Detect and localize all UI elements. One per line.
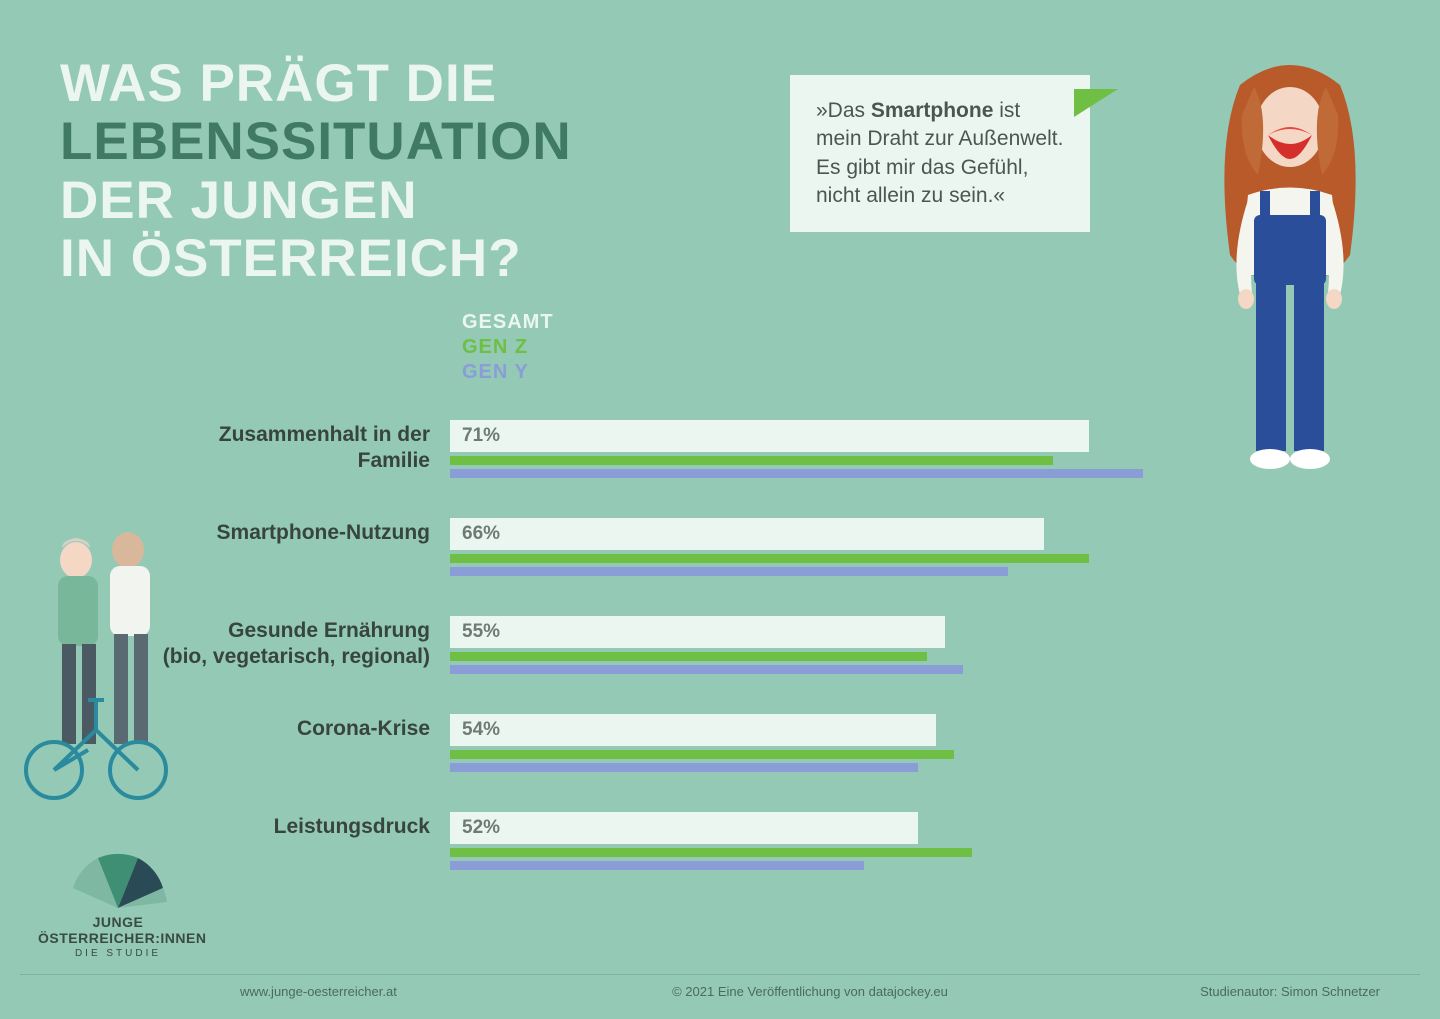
bar-gesamt: 52% — [450, 812, 918, 844]
page-title: WAS PRÄGT DIE LEBENSSITUATION DER JUNGEN… — [60, 55, 572, 288]
chart-row-bars: 54% — [450, 714, 1350, 772]
character-girl-illustration — [1200, 55, 1380, 485]
bar-geny — [450, 861, 864, 870]
legend-genz: GEN Z — [462, 335, 554, 360]
title-line-3: DER JUNGEN — [60, 172, 572, 230]
footer-copyright: © 2021 Eine Veröffentlichung von datajoc… — [620, 984, 1000, 999]
chart-legend: GESAMT GEN Z GEN Y — [462, 310, 554, 385]
footer-url: www.junge-oesterreicher.at — [240, 984, 620, 999]
bar-gesamt: 66% — [450, 518, 1044, 550]
bar-geny — [450, 665, 963, 674]
bar-gesamt-value: 66% — [462, 523, 500, 545]
title-line-1: WAS PRÄGT DIE — [60, 55, 572, 113]
logo: JUNGE ÖSTERREICHER:INNEN DIE STUDIE — [38, 848, 198, 959]
chart-row-bars: 55% — [450, 616, 1350, 674]
bar-genz — [450, 848, 972, 857]
quote-bold: Smartphone — [871, 99, 994, 122]
chart-row: Zusammenhalt in der Familie 71% — [150, 420, 1350, 478]
logo-line-1: JUNGE — [38, 914, 198, 930]
quote-box: »Das Smartphone ist mein Draht zur Außen… — [790, 75, 1090, 232]
logo-line-2: ÖSTERREICHER:INNEN — [38, 930, 198, 946]
bar-gesamt: 55% — [450, 616, 945, 648]
character-bike-illustration — [18, 520, 198, 820]
bar-gesamt: 71% — [450, 420, 1089, 452]
bar-geny — [450, 763, 918, 772]
bar-chart: Zusammenhalt in der Familie 71% Smartphone… — [150, 420, 1350, 910]
logo-fan-icon — [63, 848, 173, 908]
footer: www.junge-oesterreicher.at © 2021 Eine V… — [0, 984, 1440, 999]
chart-row: Smartphone-Nutzung66% — [150, 518, 1350, 576]
bar-genz — [450, 750, 954, 759]
bar-geny — [450, 469, 1143, 478]
title-line-2: LEBENSSITUATION — [60, 113, 572, 171]
chart-row-label: Zusammenhalt in der Familie — [150, 420, 450, 475]
bar-gesamt-value: 55% — [462, 621, 500, 643]
chart-row: Leistungsdruck52% — [150, 812, 1350, 870]
footer-author: Studienautor: Simon Schnetzer — [1000, 984, 1380, 999]
chart-row-bars: 52% — [450, 812, 1350, 870]
logo-line-3: DIE STUDIE — [38, 948, 198, 959]
bar-genz — [450, 554, 1089, 563]
bar-gesamt-value: 52% — [462, 817, 500, 839]
quote-prefix: »Das — [816, 99, 871, 122]
bar-genz — [450, 456, 1053, 465]
chart-row: Gesunde Ernährung(bio, vegetarisch, regi… — [150, 616, 1350, 674]
bar-gesamt-value: 71% — [462, 425, 500, 447]
legend-geny: GEN Y — [462, 360, 554, 385]
footer-divider — [20, 974, 1420, 975]
legend-gesamt: GESAMT — [462, 310, 554, 335]
bar-gesamt-value: 54% — [462, 719, 500, 741]
chart-row-bars: 66% — [450, 518, 1350, 576]
chart-row: Corona-Krise54% — [150, 714, 1350, 772]
bar-gesamt: 54% — [450, 714, 936, 746]
bar-genz — [450, 652, 927, 661]
title-line-4: IN ÖSTERREICH? — [60, 230, 572, 288]
bar-geny — [450, 567, 1008, 576]
